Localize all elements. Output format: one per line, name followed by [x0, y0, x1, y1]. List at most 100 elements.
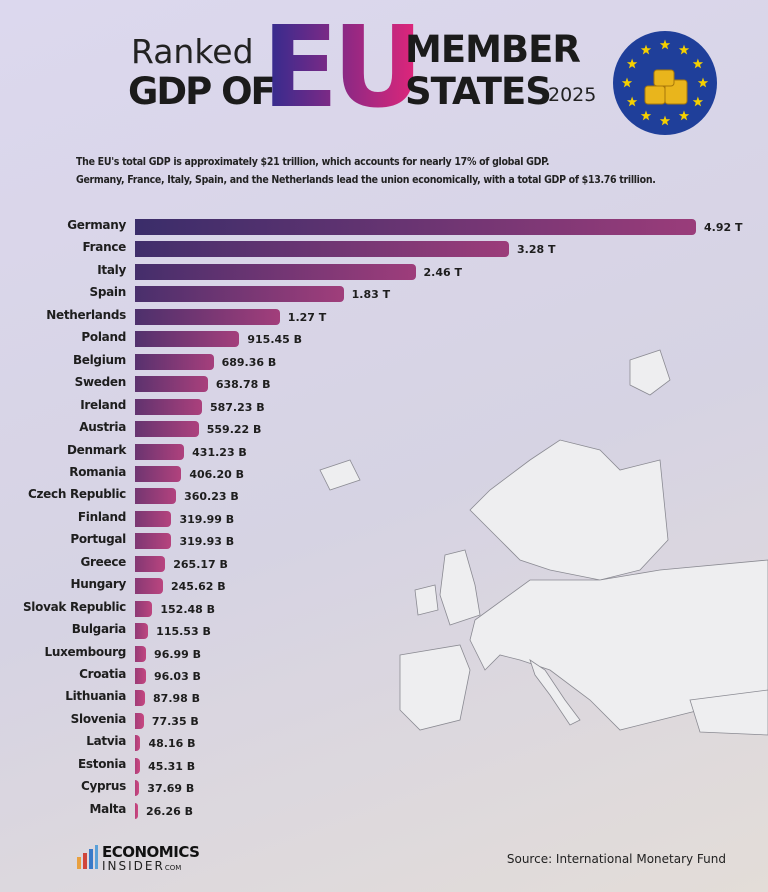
turkey-shape	[689, 689, 768, 736]
bar-belgium	[135, 353, 214, 370]
category-label: Finland	[77, 509, 126, 524]
bar-latvia	[135, 735, 141, 752]
category-label: Luxembourg	[44, 644, 127, 659]
category-label: Croatia	[79, 667, 126, 681]
star-icon	[659, 115, 671, 126]
category-label: Malta	[89, 801, 127, 816]
data-label: 2.46 T	[423, 265, 462, 279]
data-label: 1.83 T	[351, 288, 391, 302]
data-label: 689.36 B	[221, 355, 277, 369]
star-icon	[692, 58, 704, 69]
logo-line-1: ECONOMICS	[102, 843, 200, 861]
data-label: 559.22 B	[206, 423, 262, 437]
category-label: Italy	[97, 262, 126, 277]
bar-austria	[135, 421, 199, 438]
bar-croatia	[135, 668, 146, 684]
bar-sweden	[135, 376, 208, 393]
subtitle: The EU's total GDP is approximately $21 …	[76, 153, 656, 189]
category-label: Greece	[80, 554, 127, 569]
category-label: Hungary	[70, 577, 127, 592]
category-label: Ireland	[80, 397, 126, 412]
data-label: 638.78 B	[215, 378, 271, 392]
star-icon	[678, 44, 690, 55]
star-icon	[697, 77, 709, 88]
europe-map	[319, 349, 768, 736]
data-label: 1.27 T	[287, 310, 327, 324]
eu-flag-coins-icon	[613, 31, 717, 135]
bar-denmark	[135, 443, 185, 460]
data-label: 431.23 B	[192, 445, 247, 459]
bar-slovak-republic	[135, 600, 153, 617]
star-icon	[640, 110, 652, 121]
star-icon	[626, 58, 638, 69]
category-label: Czech Republic	[27, 487, 126, 502]
star-icon	[621, 77, 633, 88]
data-label: 115.53 B	[156, 625, 211, 639]
data-label: 587.23 B	[209, 400, 265, 414]
category-label: Slovak Republic	[22, 599, 126, 614]
iberia-shape	[399, 644, 471, 731]
category-label: Belgium	[72, 352, 126, 367]
category-label: Portugal	[70, 532, 126, 547]
bar-ireland	[135, 398, 202, 415]
bar-hungary	[135, 578, 163, 595]
data-label: 37.69 B	[147, 782, 195, 796]
category-label: Bulgaria	[71, 622, 127, 637]
bar-malta	[135, 802, 138, 819]
star-icon	[692, 96, 704, 107]
data-label: 245.62 B	[171, 580, 226, 594]
category-label: Spain	[89, 285, 127, 300]
britain-shape	[439, 549, 481, 626]
bar-czech-republic	[135, 488, 177, 505]
bar-italy	[135, 263, 416, 280]
title-ranked: Ranked	[131, 32, 254, 71]
category-label: Cyprus	[80, 779, 126, 794]
category-label: Poland	[81, 330, 126, 345]
source-note: Source: International Monetary Fund	[506, 852, 726, 866]
star-icon	[640, 44, 652, 55]
bar-romania	[135, 465, 182, 482]
data-label: 87.98 B	[153, 692, 201, 706]
category-label: Lithuania	[65, 689, 126, 704]
bar-estonia	[135, 757, 141, 774]
data-label: 319.99 B	[179, 512, 235, 526]
bar-greece	[135, 555, 166, 572]
data-label: 152.48 B	[160, 602, 216, 616]
title-gdp-of: GDP OF	[128, 70, 276, 113]
scandinavia-shape	[469, 439, 669, 581]
title-eu: EU	[262, 3, 423, 133]
data-label: 45.31 B	[148, 759, 196, 773]
ireland-shape	[414, 584, 439, 616]
category-label: Slovenia	[70, 711, 127, 726]
bar-slovenia	[135, 712, 144, 729]
subtitle-line-2: Germany, France, Italy, Spain, and the N…	[76, 174, 656, 186]
bar-germany	[135, 219, 696, 235]
data-label: 4.92 T	[704, 221, 743, 234]
bar-poland	[135, 331, 240, 348]
data-label: 265.17 B	[173, 557, 228, 571]
data-label: 319.93 B	[179, 535, 235, 549]
bar-portugal	[135, 533, 172, 550]
category-label: Estonia	[78, 756, 126, 771]
data-label: 915.45 B	[247, 333, 303, 347]
category-label: Germany	[67, 218, 126, 232]
data-label: 96.03 B	[153, 670, 201, 683]
data-label: 3.28 T	[517, 243, 556, 257]
data-label: 406.20 B	[189, 467, 244, 481]
title-member: MEMBER	[405, 28, 581, 71]
category-label: Latvia	[86, 734, 126, 749]
category-label: Denmark	[66, 442, 126, 457]
star-icon	[659, 39, 671, 50]
subtitle-line-1: The EU's total GDP is approximately $21 …	[76, 156, 550, 168]
star-icon	[626, 96, 638, 107]
title-year: 2025	[548, 84, 597, 106]
iceland-shape	[319, 459, 361, 491]
bar-finland	[135, 510, 172, 527]
bar-france	[135, 241, 509, 258]
italy-shape	[529, 659, 581, 726]
logo-chart-icon	[77, 845, 98, 869]
data-label: 360.23 B	[184, 490, 239, 504]
bar-bulgaria	[135, 623, 149, 640]
title-states: STATES	[405, 70, 552, 113]
logo-suffix: COM	[164, 864, 182, 872]
